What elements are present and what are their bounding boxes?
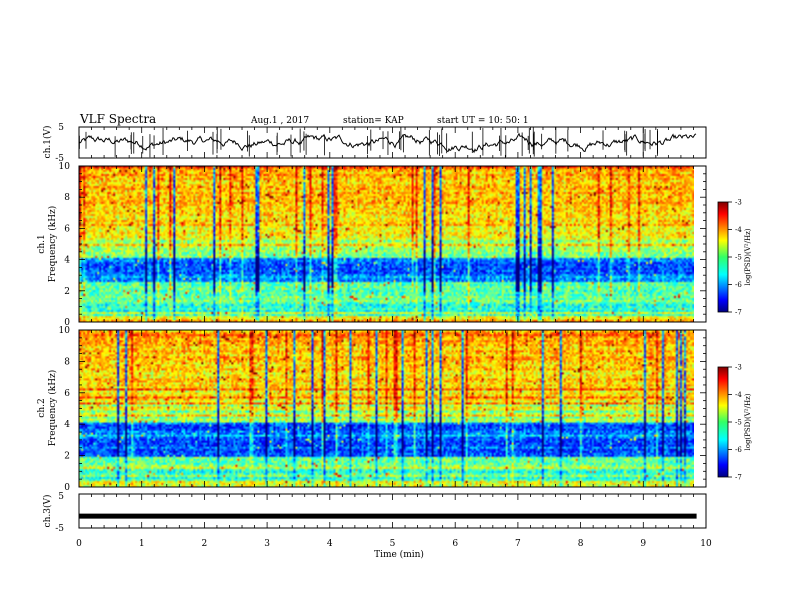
colorbar-tick-label: -7 (735, 309, 742, 317)
ch2-spec-yticks: 0 2 4 6 8 10 (59, 326, 706, 493)
y-tick-label: 0 (64, 483, 70, 493)
x-tick-label: 6 (452, 539, 458, 549)
colorbar-ch2: -3 -4 -5 -6 -7 log(PSD)(V²/Hz) (717, 364, 752, 482)
ch3-ylabel: ch.3(V) (42, 495, 53, 528)
station-label: station= KAP (343, 116, 404, 126)
x-tick-label: 3 (264, 539, 270, 549)
colorbar-tick-label: -5 (735, 254, 742, 262)
colorbar-tick-label: -4 (735, 391, 742, 399)
x-tick-label: 9 (640, 539, 646, 549)
colorbar-tick-label: -6 (735, 281, 742, 289)
y-tick-label: 6 (64, 224, 70, 234)
colorbar-ch1-label: log(PSD)(V²/Hz) (744, 228, 752, 285)
x-tick-label: 2 (202, 539, 208, 549)
x-tick-label: 1 (139, 539, 145, 549)
y-tick-label: 0 (64, 318, 70, 328)
colorbar-tick-label: -7 (735, 474, 742, 482)
y-tick-label: 4 (64, 256, 70, 266)
x-tick-label: 7 (515, 539, 521, 549)
ch1-ytick-bottom: -5 (55, 154, 64, 164)
start-time-label: start UT = 10: 50: 1 (437, 116, 529, 126)
ch1-spec-ylabel-line2: Frequency (kHz) (47, 206, 58, 283)
ch1-spec-ylabel-line1: ch.1 (37, 234, 47, 253)
y-tick-label: 10 (59, 162, 71, 172)
date-label: Aug.1 , 2017 (250, 116, 309, 126)
x-axis-tick-labels: 0 1 2 3 4 5 6 7 8 9 10 (76, 539, 712, 549)
colorbar-ch2-ticks: -3 -4 -5 -6 -7 (728, 364, 742, 482)
colorbar-tick-label: -6 (735, 446, 742, 454)
colorbar-ch1-scale (717, 201, 729, 313)
colorbar-ch2-scale (717, 366, 729, 478)
panel-ch1-spectrogram: 0 2 4 6 8 10 ch.1 Frequency (kHz) (37, 162, 707, 328)
x-axis-ticks (78, 127, 707, 528)
colorbar-ch2-label: log(PSD)(V²/Hz) (744, 393, 752, 450)
ch3-ytick-bottom: -5 (55, 524, 64, 534)
ch2-spec-ylabel-line2: Frequency (kHz) (47, 370, 58, 447)
ch1-spec-yticks: 0 2 4 6 8 10 (59, 162, 706, 328)
colorbar-ch1-ticks: -3 -4 -5 -6 -7 (728, 199, 742, 317)
y-tick-label: 4 (64, 420, 70, 430)
colorbar-tick-label: -5 (735, 419, 742, 427)
ch3-ytick-top: 5 (58, 492, 64, 502)
x-tick-label: 4 (327, 539, 333, 549)
x-tick-label: 0 (76, 539, 82, 549)
colorbar-tick-label: -4 (735, 226, 742, 234)
colorbar-tick-label: -3 (735, 364, 742, 372)
x-tick-label: 5 (390, 539, 396, 549)
y-tick-label: 10 (59, 326, 71, 336)
ch1-spikes (79, 127, 659, 158)
x-axis-label: Time (min) (374, 549, 424, 560)
y-tick-label: 8 (64, 193, 70, 203)
figure-title: VLF Spectra (79, 112, 156, 126)
ch2-spectrogram-image (79, 330, 694, 487)
y-tick-label: 6 (64, 389, 70, 399)
ch1-spectrogram-image (79, 166, 694, 322)
ch1-waveform-line (78, 132, 697, 154)
colorbar-tick-label: -3 (735, 199, 742, 207)
x-tick-label: 10 (700, 539, 712, 549)
panel-ch2-spectrogram: 0 2 4 6 8 10 ch.2 Frequency (kHz) (37, 326, 707, 493)
colorbar-ch1: -3 -4 -5 -6 -7 log(PSD)(V²/Hz) (717, 199, 752, 317)
y-tick-label: 2 (64, 287, 70, 297)
ch1-ytick-top: 5 (58, 123, 64, 133)
y-tick-label: 8 (64, 357, 70, 367)
x-tick-label: 8 (578, 539, 584, 549)
ch2-spec-ylabel-line1: ch.2 (37, 398, 47, 417)
y-tick-label: 2 (64, 452, 70, 462)
ch1-ylabel: ch.1(V) (42, 126, 53, 159)
